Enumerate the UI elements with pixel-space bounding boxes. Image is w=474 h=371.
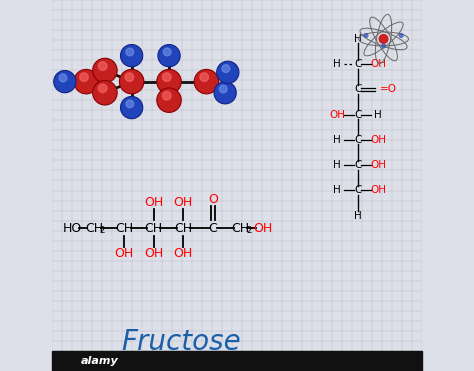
Circle shape [99, 62, 107, 70]
Text: H: H [354, 34, 362, 44]
Text: H: H [333, 186, 341, 195]
Circle shape [54, 70, 76, 93]
Text: CH: CH [85, 221, 103, 235]
Circle shape [200, 73, 209, 82]
Circle shape [399, 34, 403, 37]
Text: OH: OH [144, 247, 163, 260]
Circle shape [163, 73, 171, 82]
Text: OH: OH [370, 135, 386, 145]
Text: C: C [354, 110, 361, 119]
Text: alamy: alamy [81, 355, 119, 365]
Circle shape [364, 34, 368, 37]
Circle shape [125, 73, 134, 82]
Circle shape [126, 100, 134, 108]
Circle shape [163, 91, 171, 100]
Text: H: H [374, 110, 382, 119]
Text: O: O [208, 193, 218, 206]
Text: =O: =O [380, 85, 397, 94]
Text: CH: CH [174, 221, 192, 235]
Text: OH: OH [329, 110, 345, 119]
Circle shape [158, 45, 180, 67]
Text: Fructose: Fructose [121, 328, 241, 356]
Text: C: C [354, 135, 361, 145]
Text: H: H [354, 211, 362, 220]
Bar [52, 351, 422, 371]
Circle shape [93, 81, 117, 105]
Text: C: C [354, 160, 361, 170]
Text: OH: OH [253, 221, 273, 235]
Circle shape [157, 69, 181, 94]
Text: OH: OH [144, 196, 163, 210]
Text: OH: OH [370, 186, 386, 195]
Circle shape [74, 69, 99, 94]
Circle shape [194, 69, 219, 94]
Circle shape [119, 69, 144, 94]
Text: OH: OH [370, 160, 386, 170]
Text: C: C [354, 186, 361, 195]
Circle shape [80, 73, 88, 82]
Text: 2: 2 [100, 226, 105, 235]
Text: OH: OH [114, 247, 134, 260]
Text: CH: CH [232, 221, 250, 235]
Text: C: C [209, 221, 217, 235]
Text: OH: OH [173, 196, 193, 210]
Text: C: C [354, 59, 361, 69]
Circle shape [120, 45, 143, 67]
Circle shape [59, 74, 67, 82]
Text: HO: HO [62, 221, 82, 235]
Text: C: C [354, 85, 361, 94]
Circle shape [93, 58, 117, 83]
Text: H: H [333, 160, 341, 170]
Circle shape [382, 44, 385, 48]
Text: OH: OH [370, 59, 386, 69]
Text: OH: OH [173, 247, 193, 260]
Circle shape [214, 82, 236, 104]
Circle shape [217, 61, 239, 83]
Text: H: H [333, 135, 341, 145]
Circle shape [222, 65, 230, 73]
Circle shape [120, 96, 143, 119]
Text: CH: CH [145, 221, 163, 235]
Circle shape [379, 35, 388, 43]
Text: H: H [333, 59, 341, 69]
Circle shape [99, 84, 107, 93]
Circle shape [219, 85, 227, 93]
Text: CH: CH [115, 221, 133, 235]
Circle shape [126, 48, 134, 56]
Text: 2: 2 [246, 226, 252, 235]
Circle shape [157, 88, 181, 112]
Circle shape [163, 48, 171, 56]
